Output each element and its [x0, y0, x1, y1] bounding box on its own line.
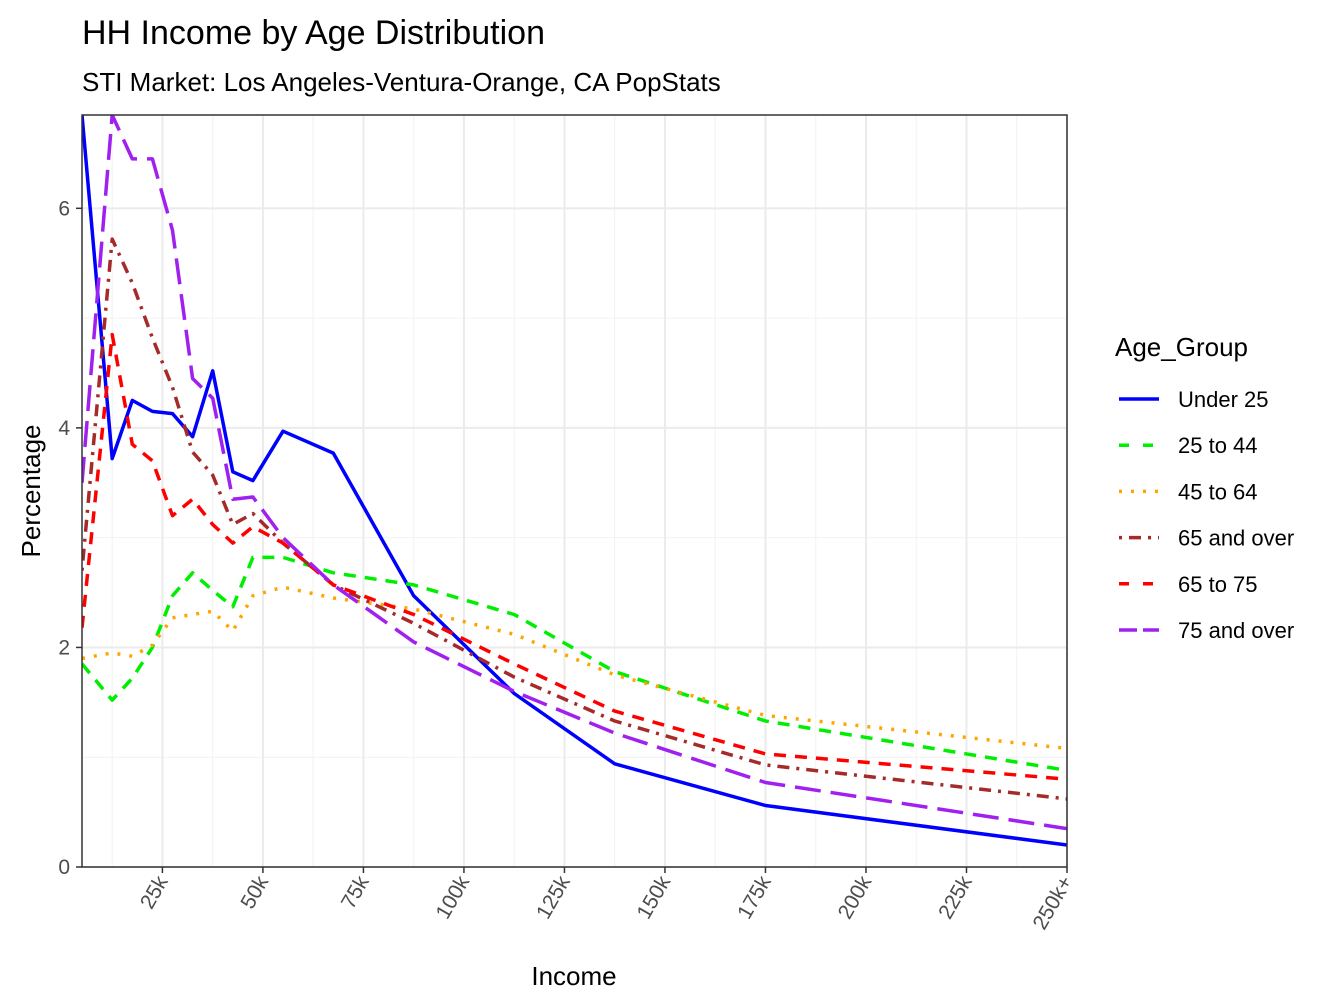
- legend-label: 45 to 64: [1178, 479, 1258, 504]
- legend-title: Age_Group: [1115, 332, 1248, 362]
- legend-label: 25 to 44: [1178, 433, 1258, 458]
- x-tick-label: 50k: [236, 872, 273, 913]
- series-line-under-25: [82, 115, 1067, 847]
- series-line-65-and-over: [82, 237, 1067, 801]
- series-lines: [82, 115, 1067, 847]
- x-tick-label: 25k: [136, 872, 173, 913]
- y-axis-title: Percentage: [16, 425, 46, 558]
- y-tick-label: 2: [58, 636, 70, 659]
- series-line-25-to-44: [82, 555, 1067, 773]
- legend-label: 75 and over: [1178, 618, 1294, 643]
- grid: [82, 115, 1068, 868]
- x-tick-label: 175k: [733, 872, 776, 923]
- legend-label: Under 25: [1178, 387, 1269, 412]
- series-line-75-and-over: [82, 115, 1067, 831]
- y-tick-label: 4: [58, 417, 70, 440]
- chart-subtitle: STI Market: Los Angeles-Ventura-Orange, …: [82, 67, 721, 97]
- x-tick-label: 250k+: [1029, 872, 1078, 934]
- x-tick-label: 200k: [834, 872, 877, 923]
- chart-title: HH Income by Age Distribution: [82, 14, 545, 52]
- y-tick-label: 0: [58, 856, 70, 879]
- x-axis-title: Income: [531, 961, 616, 991]
- x-tick-label: 100k: [432, 872, 475, 923]
- series-line-65-to-75: [82, 332, 1067, 781]
- axes: 0 2 4 6 25k 50k 75k 100k 125k 150k 175k 200k 225k 250…: [58, 197, 1077, 933]
- legend: Age_Group Under 25 25 to 44 45 to 64 65 and…: [1115, 332, 1294, 643]
- x-tick-label: 150k: [633, 872, 676, 923]
- legend-label: 65 to 75: [1178, 572, 1258, 597]
- x-tick-label: 75k: [337, 872, 374, 913]
- series-line-45-to-64: [82, 585, 1067, 751]
- x-tick-label: 125k: [532, 872, 575, 923]
- plot-panel-border: [81, 114, 1068, 868]
- x-tick-label: 225k: [934, 872, 977, 923]
- legend-label: 65 and over: [1178, 526, 1294, 551]
- y-tick-label: 6: [58, 197, 70, 220]
